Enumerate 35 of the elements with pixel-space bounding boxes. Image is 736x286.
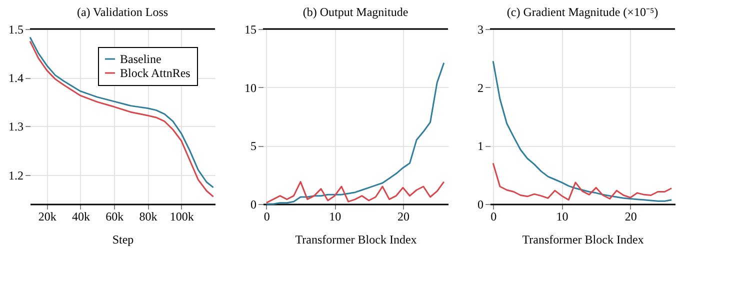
chart-title: (b) Output Magnitude <box>302 5 408 19</box>
line-series <box>266 62 445 205</box>
x-tick-label: 40k <box>72 210 90 224</box>
y-tick-label: 0 <box>250 198 256 212</box>
x-tick-label: 10 <box>329 210 342 224</box>
chart-title: (a) Validation Loss <box>76 5 168 19</box>
x-tick-label: 20 <box>624 210 637 224</box>
y-tick-label: 1.3 <box>8 120 24 134</box>
y-tick-label: 1.2 <box>8 168 24 182</box>
y-tick-label: 5 <box>250 139 256 154</box>
x-tick-label: 10 <box>556 210 568 224</box>
y-tick-label: 10 <box>244 80 256 95</box>
line-series <box>492 60 672 202</box>
legend-label: Block AttnRes <box>120 66 191 80</box>
line-series <box>492 162 672 201</box>
x-tick-label: 60k <box>106 210 124 224</box>
y-tick-label: 3 <box>478 22 484 36</box>
y-tick-label: 0 <box>478 198 484 212</box>
legend-label: Baseline <box>120 52 162 66</box>
x-tick-label: 0 <box>490 210 497 224</box>
x-tick-label: 100k <box>170 210 194 224</box>
line-series <box>266 181 445 204</box>
x-tick-label: 80k <box>139 210 158 224</box>
x-axis-title: Step <box>112 232 134 246</box>
x-tick-label: 20k <box>38 210 56 224</box>
chart-title: (c) Gradient Magnitude (×10⁻⁵) <box>506 5 658 19</box>
x-tick-label: 20 <box>397 210 410 224</box>
y-tick-label: 1.5 <box>8 22 24 36</box>
y-tick-label: 1 <box>478 139 484 154</box>
y-tick-label: 15 <box>244 22 256 36</box>
x-axis-title: Transformer Block Index <box>522 232 644 246</box>
y-tick-label: 1.4 <box>8 71 24 86</box>
x-axis-title: Transformer Block Index <box>295 232 417 246</box>
y-tick-label: 2 <box>478 80 484 95</box>
x-tick-label: 0 <box>264 210 270 224</box>
